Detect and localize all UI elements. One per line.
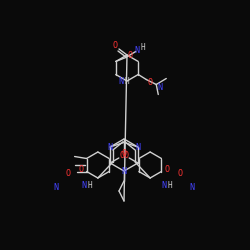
Text: N: N <box>158 83 163 92</box>
Text: O: O <box>65 168 70 177</box>
Text: N: N <box>118 78 124 86</box>
Text: N: N <box>162 180 167 190</box>
Text: O: O <box>122 148 126 158</box>
Text: O: O <box>112 42 117 50</box>
Text: N: N <box>134 46 139 55</box>
Text: O: O <box>148 78 153 87</box>
Text: N: N <box>190 182 195 192</box>
Text: O: O <box>178 168 183 177</box>
Text: H: H <box>140 43 145 52</box>
Text: O: O <box>120 152 125 160</box>
Text: N: N <box>108 142 113 152</box>
Text: O: O <box>123 152 128 160</box>
Text: H: H <box>125 78 129 86</box>
Text: N: N <box>135 142 140 152</box>
Text: O: O <box>127 51 132 60</box>
Text: H: H <box>88 180 92 190</box>
Text: N: N <box>81 180 86 190</box>
Text: O: O <box>165 164 170 173</box>
Text: N: N <box>53 182 58 192</box>
Text: N: N <box>122 166 126 175</box>
Text: O: O <box>78 164 83 173</box>
Text: H: H <box>168 180 172 190</box>
